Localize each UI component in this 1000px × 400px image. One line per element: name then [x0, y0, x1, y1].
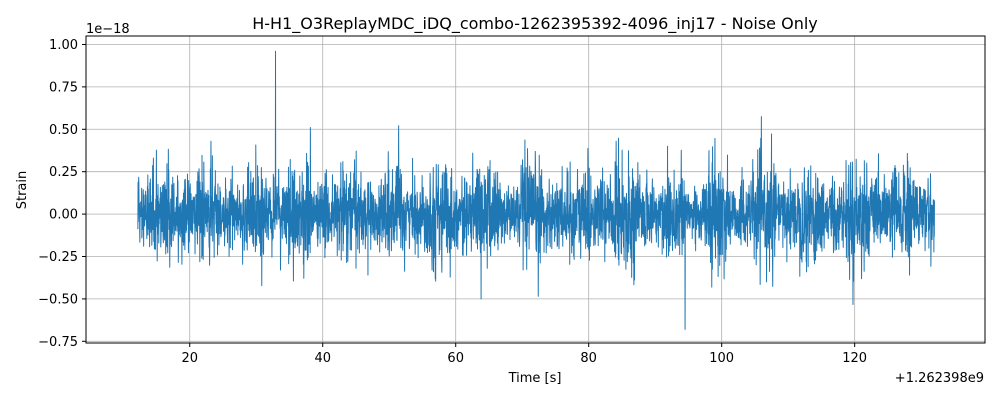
x-axis-label: Time [s] [508, 371, 562, 386]
y-tick-label: 0.25 [49, 165, 78, 180]
y-axis-ticks: −0.75 −0.50 −0.25 0.00 0.25 0.50 0.75 1.00 [38, 38, 86, 350]
x-tick-label: 100 [709, 351, 734, 366]
x-tick-label: 120 [842, 351, 867, 366]
y-tick-label: −0.25 [38, 250, 78, 265]
y-tick-label: −0.75 [38, 335, 78, 350]
chart-title: H-H1_O3ReplayMDC_iDQ_combo-1262395392-40… [252, 14, 818, 34]
y-tick-label: −0.50 [38, 292, 78, 307]
x-offset-label: +1.262398e9 [895, 371, 984, 386]
x-tick-label: 20 [181, 351, 198, 366]
x-tick-label: 60 [447, 351, 464, 366]
y-axis-label: Strain [15, 171, 30, 210]
y-tick-label: 1.00 [49, 38, 78, 53]
y-tick-label: 0.50 [49, 123, 78, 138]
x-axis-ticks: 20 40 60 80 100 120 [181, 343, 867, 366]
plot-frame [85, 35, 986, 344]
y-tick-label: 0.00 [49, 208, 78, 223]
series-line [137, 50, 935, 330]
x-tick-label: 40 [314, 351, 331, 366]
y-scale-label: 1e−18 [86, 22, 130, 37]
y-tick-label: 0.75 [49, 80, 78, 95]
x-tick-label: 80 [580, 351, 597, 366]
series-strain [137, 50, 935, 330]
